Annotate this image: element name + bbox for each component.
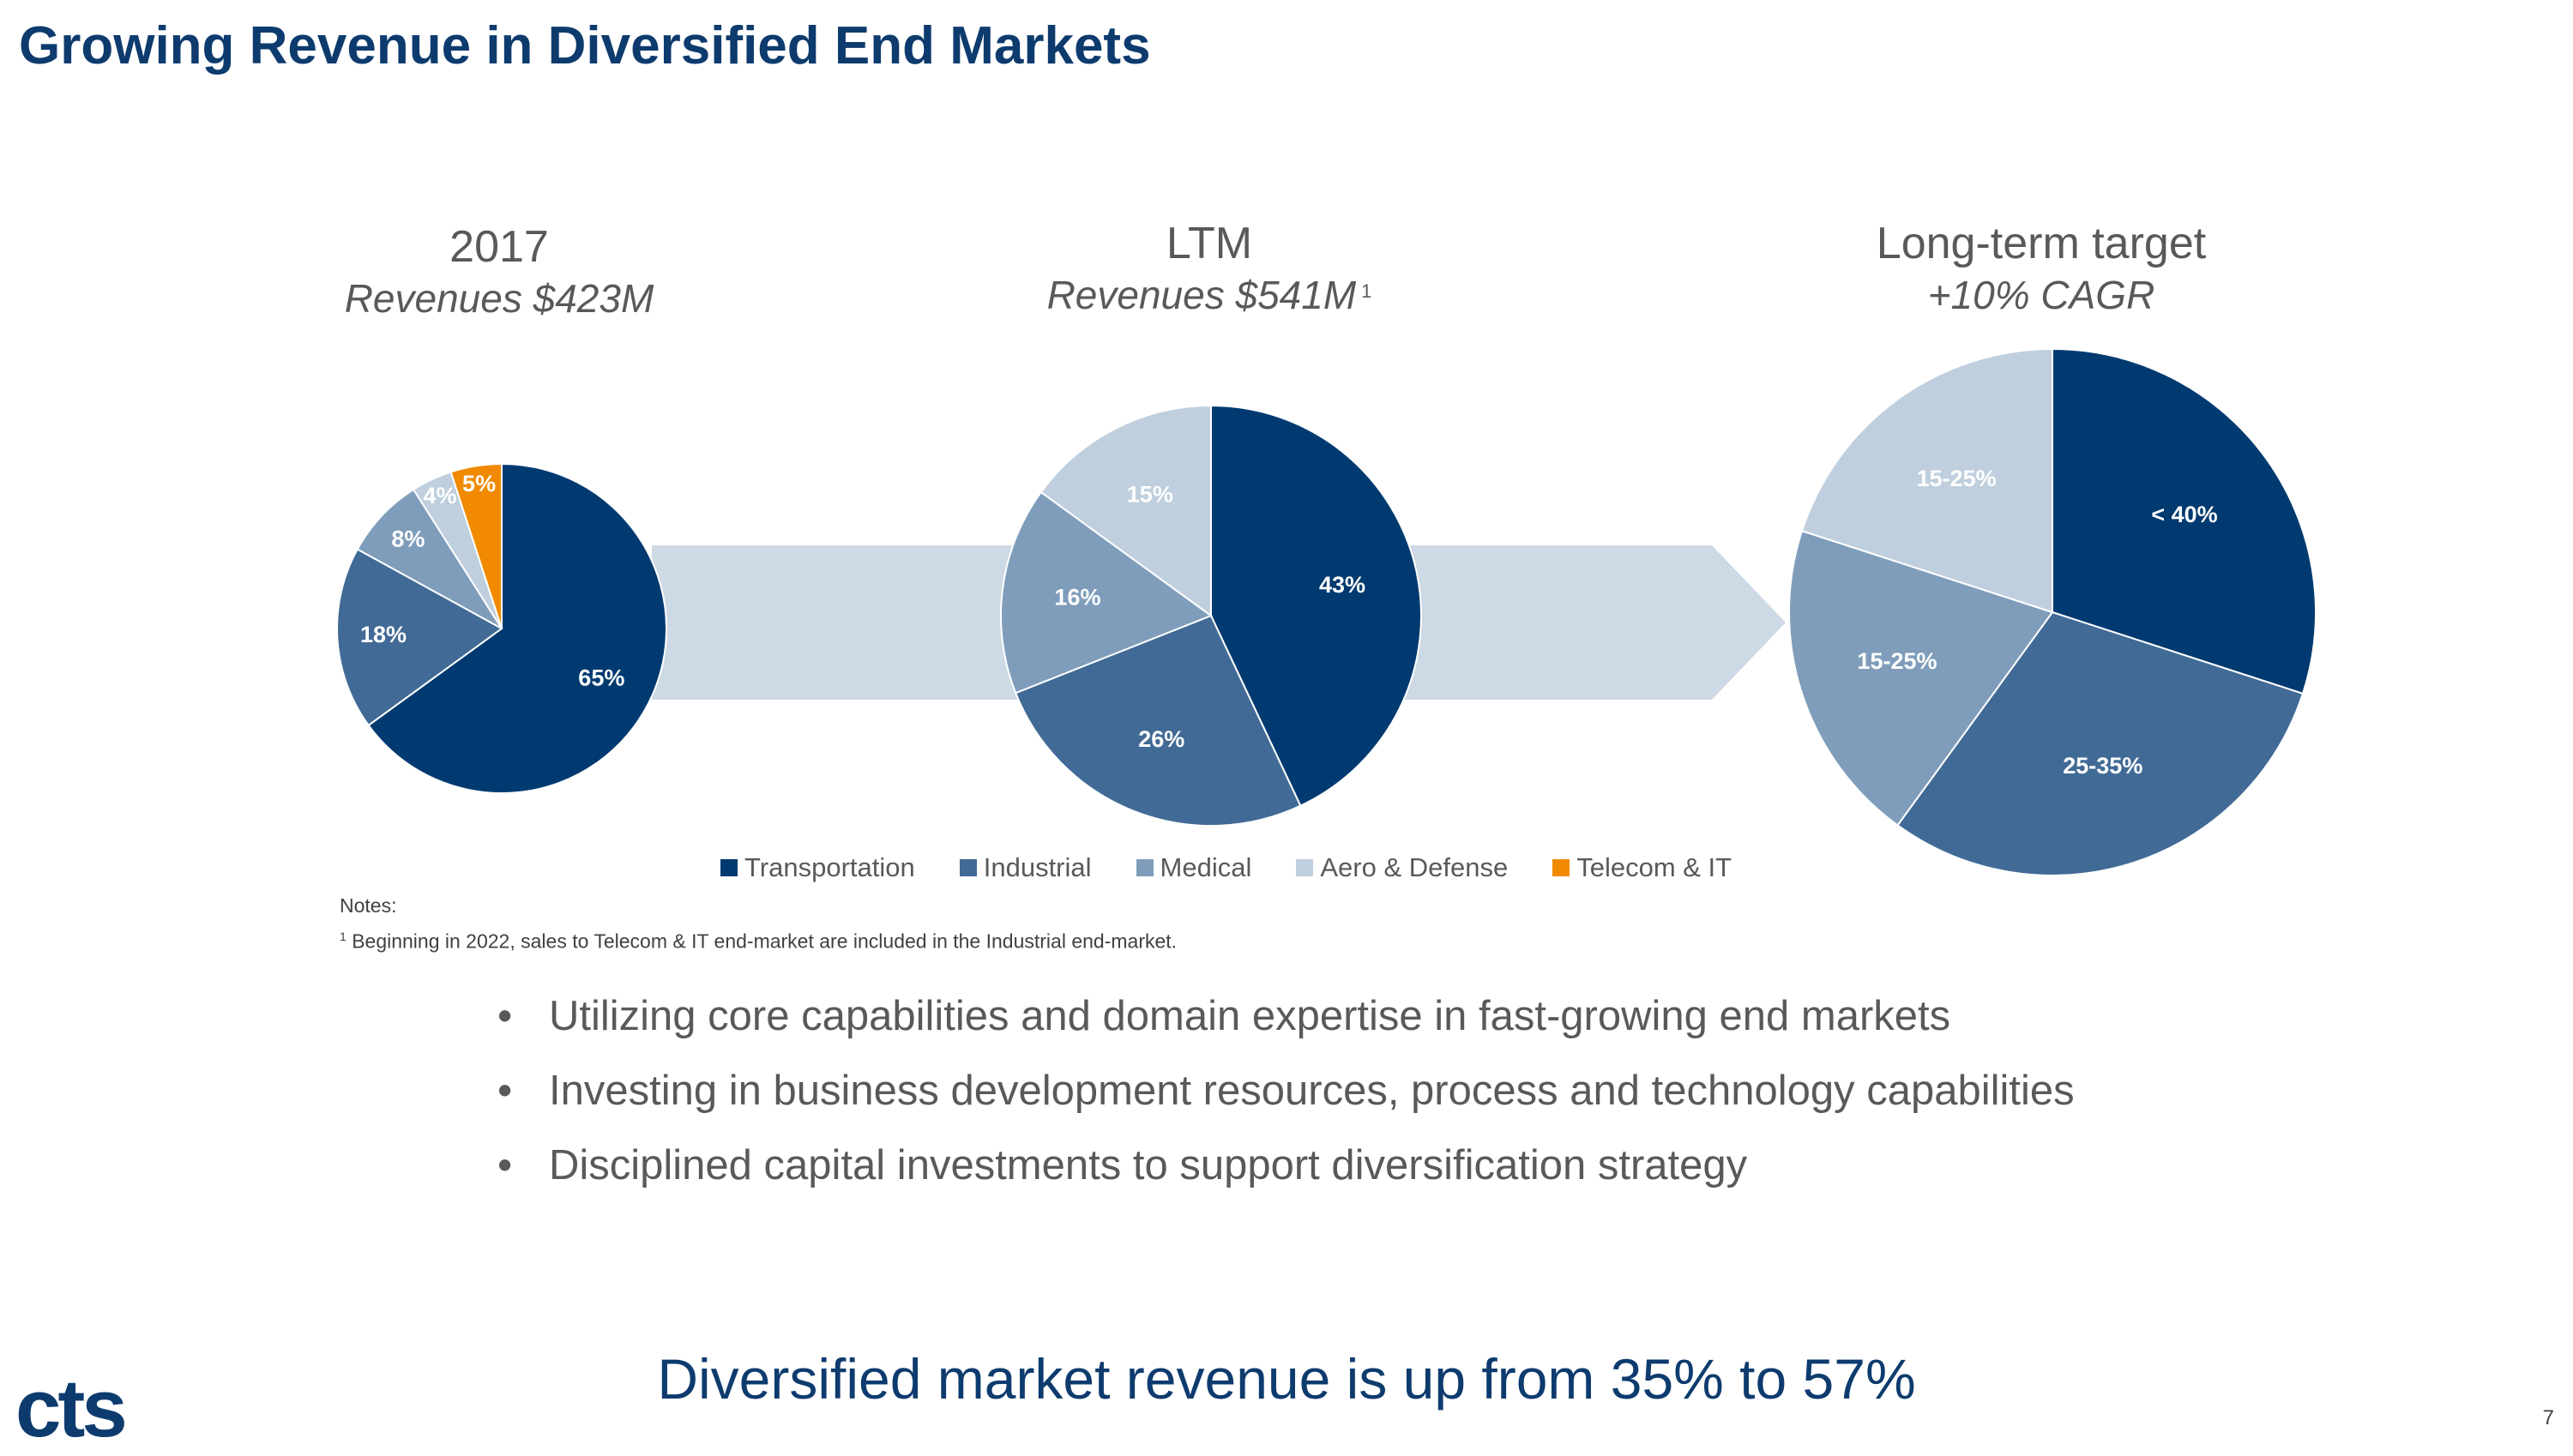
pie-slice-industrial <box>1014 614 1302 827</box>
bullet-list: • Utilizing core capabilities and domain … <box>497 986 2075 1210</box>
chart-header-ltm: LTM Revenues $541M 1 <box>909 218 1509 321</box>
legend-swatch <box>720 859 738 876</box>
notes: Notes: 1 Beginning in 2022, sales to Tel… <box>340 890 1177 957</box>
pie-data-label: 16% <box>1054 584 1100 610</box>
pie-slice-telecom-it <box>449 462 503 629</box>
pie-data-label: < 40% <box>2151 502 2217 527</box>
footnote-text: Beginning in 2022, sales to Telecom & IT… <box>352 930 1178 953</box>
bullet-dot: • <box>497 1142 513 1188</box>
pie-slice-industrial <box>1896 611 2305 876</box>
footnote: 1 Beginning in 2022, sales to Telecom & … <box>340 921 1177 957</box>
pie-slice-medical <box>1788 529 2054 827</box>
bullet-dot: • <box>497 993 513 1039</box>
legend-swatch <box>959 859 977 876</box>
bullet-item: • Disciplined capital investments to supp… <box>497 1135 2075 1210</box>
chart-legend: Transportation Industrial Medical Aero & De… <box>720 852 1732 883</box>
pie-data-label: 4% <box>424 483 457 508</box>
pie-data-label: 8% <box>391 526 425 552</box>
legend-label: Aero & Defense <box>1320 852 1509 882</box>
pie-data-label: 43% <box>1319 572 1365 598</box>
legend-swatch <box>1552 859 1570 876</box>
legend-swatch <box>1296 859 1314 876</box>
pie-data-label: 18% <box>360 622 407 647</box>
page-number: 7 <box>2542 1406 2554 1429</box>
pie-data-label: 15-25% <box>1917 466 1997 491</box>
pie-slice-aero-defense <box>1800 347 2053 614</box>
chart-header-2017: 2017 Revenues $423M <box>199 221 799 324</box>
pie-slice-transportation <box>1210 404 1422 808</box>
chart-subheading-text: Revenues $541M <box>1046 273 1357 317</box>
legend-item: Transportation <box>720 852 915 883</box>
pie-slice-industrial <box>336 548 503 727</box>
chart-subheading: +10% CAGR <box>1927 273 2155 317</box>
bullet-text: Disciplined capital investments to suppo… <box>549 1142 1748 1188</box>
pie-data-label: 65% <box>578 665 624 690</box>
page-title: Growing Revenue in Diversified End Marke… <box>19 16 1151 75</box>
chart-header-target: Long-term target +10% CAGR <box>1741 218 2341 321</box>
footnote-mark: 1 <box>340 930 346 943</box>
bullet-item: • Utilizing core capabilities and domain … <box>497 986 2075 1061</box>
legend-label: Telecom & IT <box>1576 852 1732 882</box>
bullet-item: • Investing in business development resou… <box>497 1061 2075 1135</box>
pie-data-label: 15% <box>1127 481 1173 507</box>
chart-heading: 2017 <box>449 222 549 272</box>
chart-subheading: Revenues $423M <box>344 276 654 321</box>
pie-slice-aero-defense <box>1039 404 1212 617</box>
pie-data-label: 25-35% <box>2063 753 2142 779</box>
chart-heading: Long-term target <box>1876 219 2207 268</box>
chart-heading: LTM <box>1166 219 1253 268</box>
bullet-text: Investing in business development resour… <box>549 1068 2075 1114</box>
pie-2017: 65% 18% 8% 4% 5% <box>336 462 667 794</box>
pie-slice-transportation <box>2052 347 2317 695</box>
pie-slice-medical <box>1000 490 1214 695</box>
pie-slice-medical <box>356 488 503 629</box>
pie-data-label: 5% <box>462 471 496 496</box>
pie-ltm: 43% 26% 16% 15% <box>1000 404 1422 827</box>
bullet-dot: • <box>497 1068 513 1114</box>
legend-label: Transportation <box>744 852 915 882</box>
footnote-ref: 1 <box>1361 280 1372 302</box>
legend-item: Industrial <box>959 852 1092 883</box>
cts-logo: cts <box>15 1363 128 1454</box>
notes-heading: Notes: <box>340 894 397 917</box>
pie-data-label: 26% <box>1138 726 1184 752</box>
legend-swatch <box>1136 859 1154 876</box>
pie-data-label: 15-25% <box>1857 648 1937 674</box>
legend-item: Telecom & IT <box>1552 852 1732 883</box>
legend-item: Aero & Defense <box>1296 852 1508 883</box>
pie-slice-transportation <box>367 462 667 794</box>
legend-label: Industrial <box>983 852 1092 882</box>
chart-subheading: Revenues $541M 1 <box>909 269 1509 321</box>
legend-item: Medical <box>1136 852 1252 883</box>
bullet-text: Utilizing core capabilities and domain e… <box>549 993 1951 1039</box>
pie-long-term-target: < 40% 25-35% 15-25% 15-25% <box>1788 347 2317 876</box>
key-takeaway: Diversified market revenue is up from 35… <box>657 1347 1916 1411</box>
legend-label: Medical <box>1160 852 1252 882</box>
